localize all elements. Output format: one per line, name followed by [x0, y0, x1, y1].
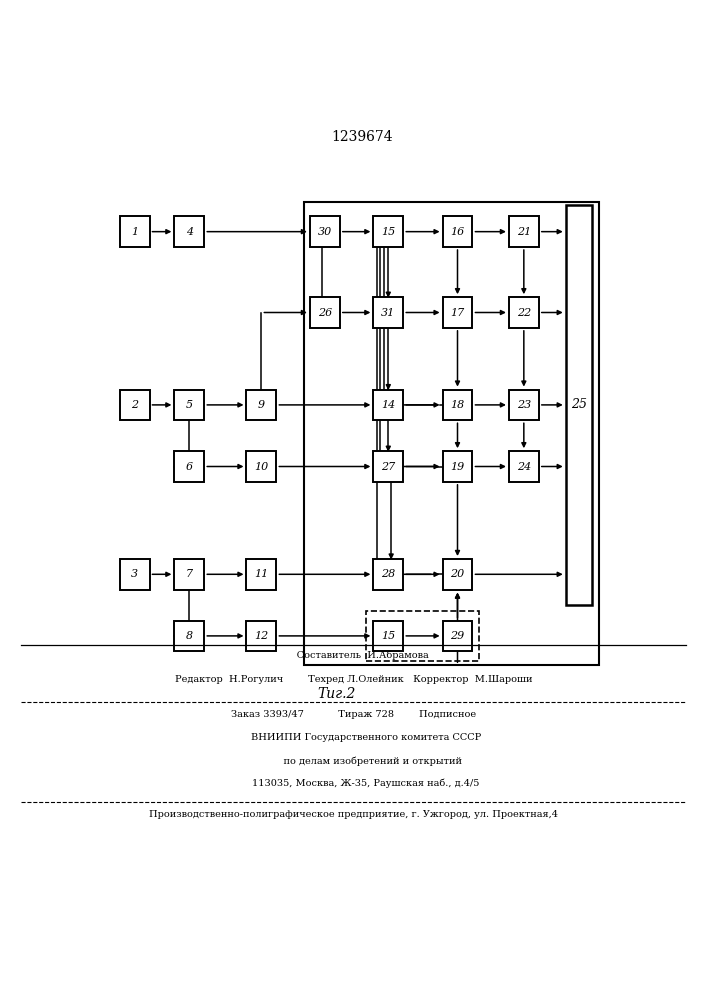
Bar [175, 620, 204, 651]
Text: 30: 30 [317, 227, 332, 237]
Text: 25: 25 [571, 398, 587, 411]
Text: 12: 12 [255, 631, 269, 641]
Text: 14: 14 [381, 400, 395, 410]
Text: Τиг.2: Τиг.2 [317, 687, 356, 701]
Text: 26: 26 [317, 308, 332, 318]
Bar [247, 389, 276, 420]
Bar [443, 620, 472, 651]
Bar [310, 216, 340, 247]
Text: 31: 31 [381, 308, 395, 318]
Bar [175, 451, 204, 482]
Text: Производственно-полиграфическое предприятие, г. Ужгород, ул. Проектная,4: Производственно-полиграфическое предприя… [149, 810, 558, 819]
Bar [509, 297, 539, 328]
Bar [443, 389, 472, 420]
Bar [373, 389, 403, 420]
Text: 21: 21 [517, 227, 531, 237]
Bar [509, 216, 539, 247]
Bar [304, 202, 599, 665]
Bar [373, 297, 403, 328]
Bar [566, 205, 592, 605]
Text: 1239674: 1239674 [332, 130, 393, 144]
Text: 113035, Москва, Ж-35, Раушская наб., д.4/5: 113035, Москва, Ж-35, Раушская наб., д.4… [228, 779, 479, 788]
Bar [443, 451, 472, 482]
Text: 24: 24 [517, 462, 531, 472]
Bar [443, 559, 472, 590]
Bar [509, 389, 539, 420]
Text: Составитель  И.Абрамова: Составитель И.Абрамова [278, 650, 429, 660]
Text: 29: 29 [450, 631, 464, 641]
Text: 7: 7 [186, 569, 193, 579]
Text: 27: 27 [381, 462, 395, 472]
Text: 6: 6 [186, 462, 193, 472]
Bar [175, 389, 204, 420]
Text: 3: 3 [131, 569, 138, 579]
Bar [443, 216, 472, 247]
Text: 18: 18 [450, 400, 464, 410]
Bar [443, 297, 472, 328]
Bar [373, 216, 403, 247]
Text: 8: 8 [186, 631, 193, 641]
Text: по делам изобретений и открытий: по делам изобретений и открытий [245, 756, 462, 766]
Bar [175, 559, 204, 590]
Text: 17: 17 [450, 308, 464, 318]
Text: Редактор  Н.Рогулич        Техред Л.Олейник   Корректор  М.Шароши: Редактор Н.Рогулич Техред Л.Олейник Корр… [175, 675, 532, 684]
Bar [247, 451, 276, 482]
Text: 2: 2 [131, 400, 138, 410]
Text: 22: 22 [517, 308, 531, 318]
Text: 11: 11 [255, 569, 269, 579]
Text: 1: 1 [131, 227, 138, 237]
Text: 15: 15 [381, 227, 395, 237]
Text: 28: 28 [381, 569, 395, 579]
Bar [373, 451, 403, 482]
Bar [247, 620, 276, 651]
Bar [119, 559, 149, 590]
Text: 9: 9 [258, 400, 265, 410]
Bar [119, 389, 149, 420]
Bar [373, 559, 403, 590]
Text: 19: 19 [450, 462, 464, 472]
Text: ВНИИПИ Государственного комитета СССР: ВНИИПИ Государственного комитета СССР [226, 733, 481, 742]
Bar [509, 451, 539, 482]
Bar [373, 620, 403, 651]
Bar [366, 611, 479, 661]
Text: 4: 4 [186, 227, 193, 237]
Bar [119, 216, 149, 247]
Text: 16: 16 [450, 227, 464, 237]
Bar [310, 297, 340, 328]
Bar [175, 216, 204, 247]
Text: 15: 15 [381, 631, 395, 641]
Text: Заказ 3393/47           Тираж 728        Подписное: Заказ 3393/47 Тираж 728 Подписное [231, 710, 476, 719]
Bar [247, 559, 276, 590]
Text: 23: 23 [517, 400, 531, 410]
Text: 10: 10 [255, 462, 269, 472]
Text: 5: 5 [186, 400, 193, 410]
Text: 20: 20 [450, 569, 464, 579]
